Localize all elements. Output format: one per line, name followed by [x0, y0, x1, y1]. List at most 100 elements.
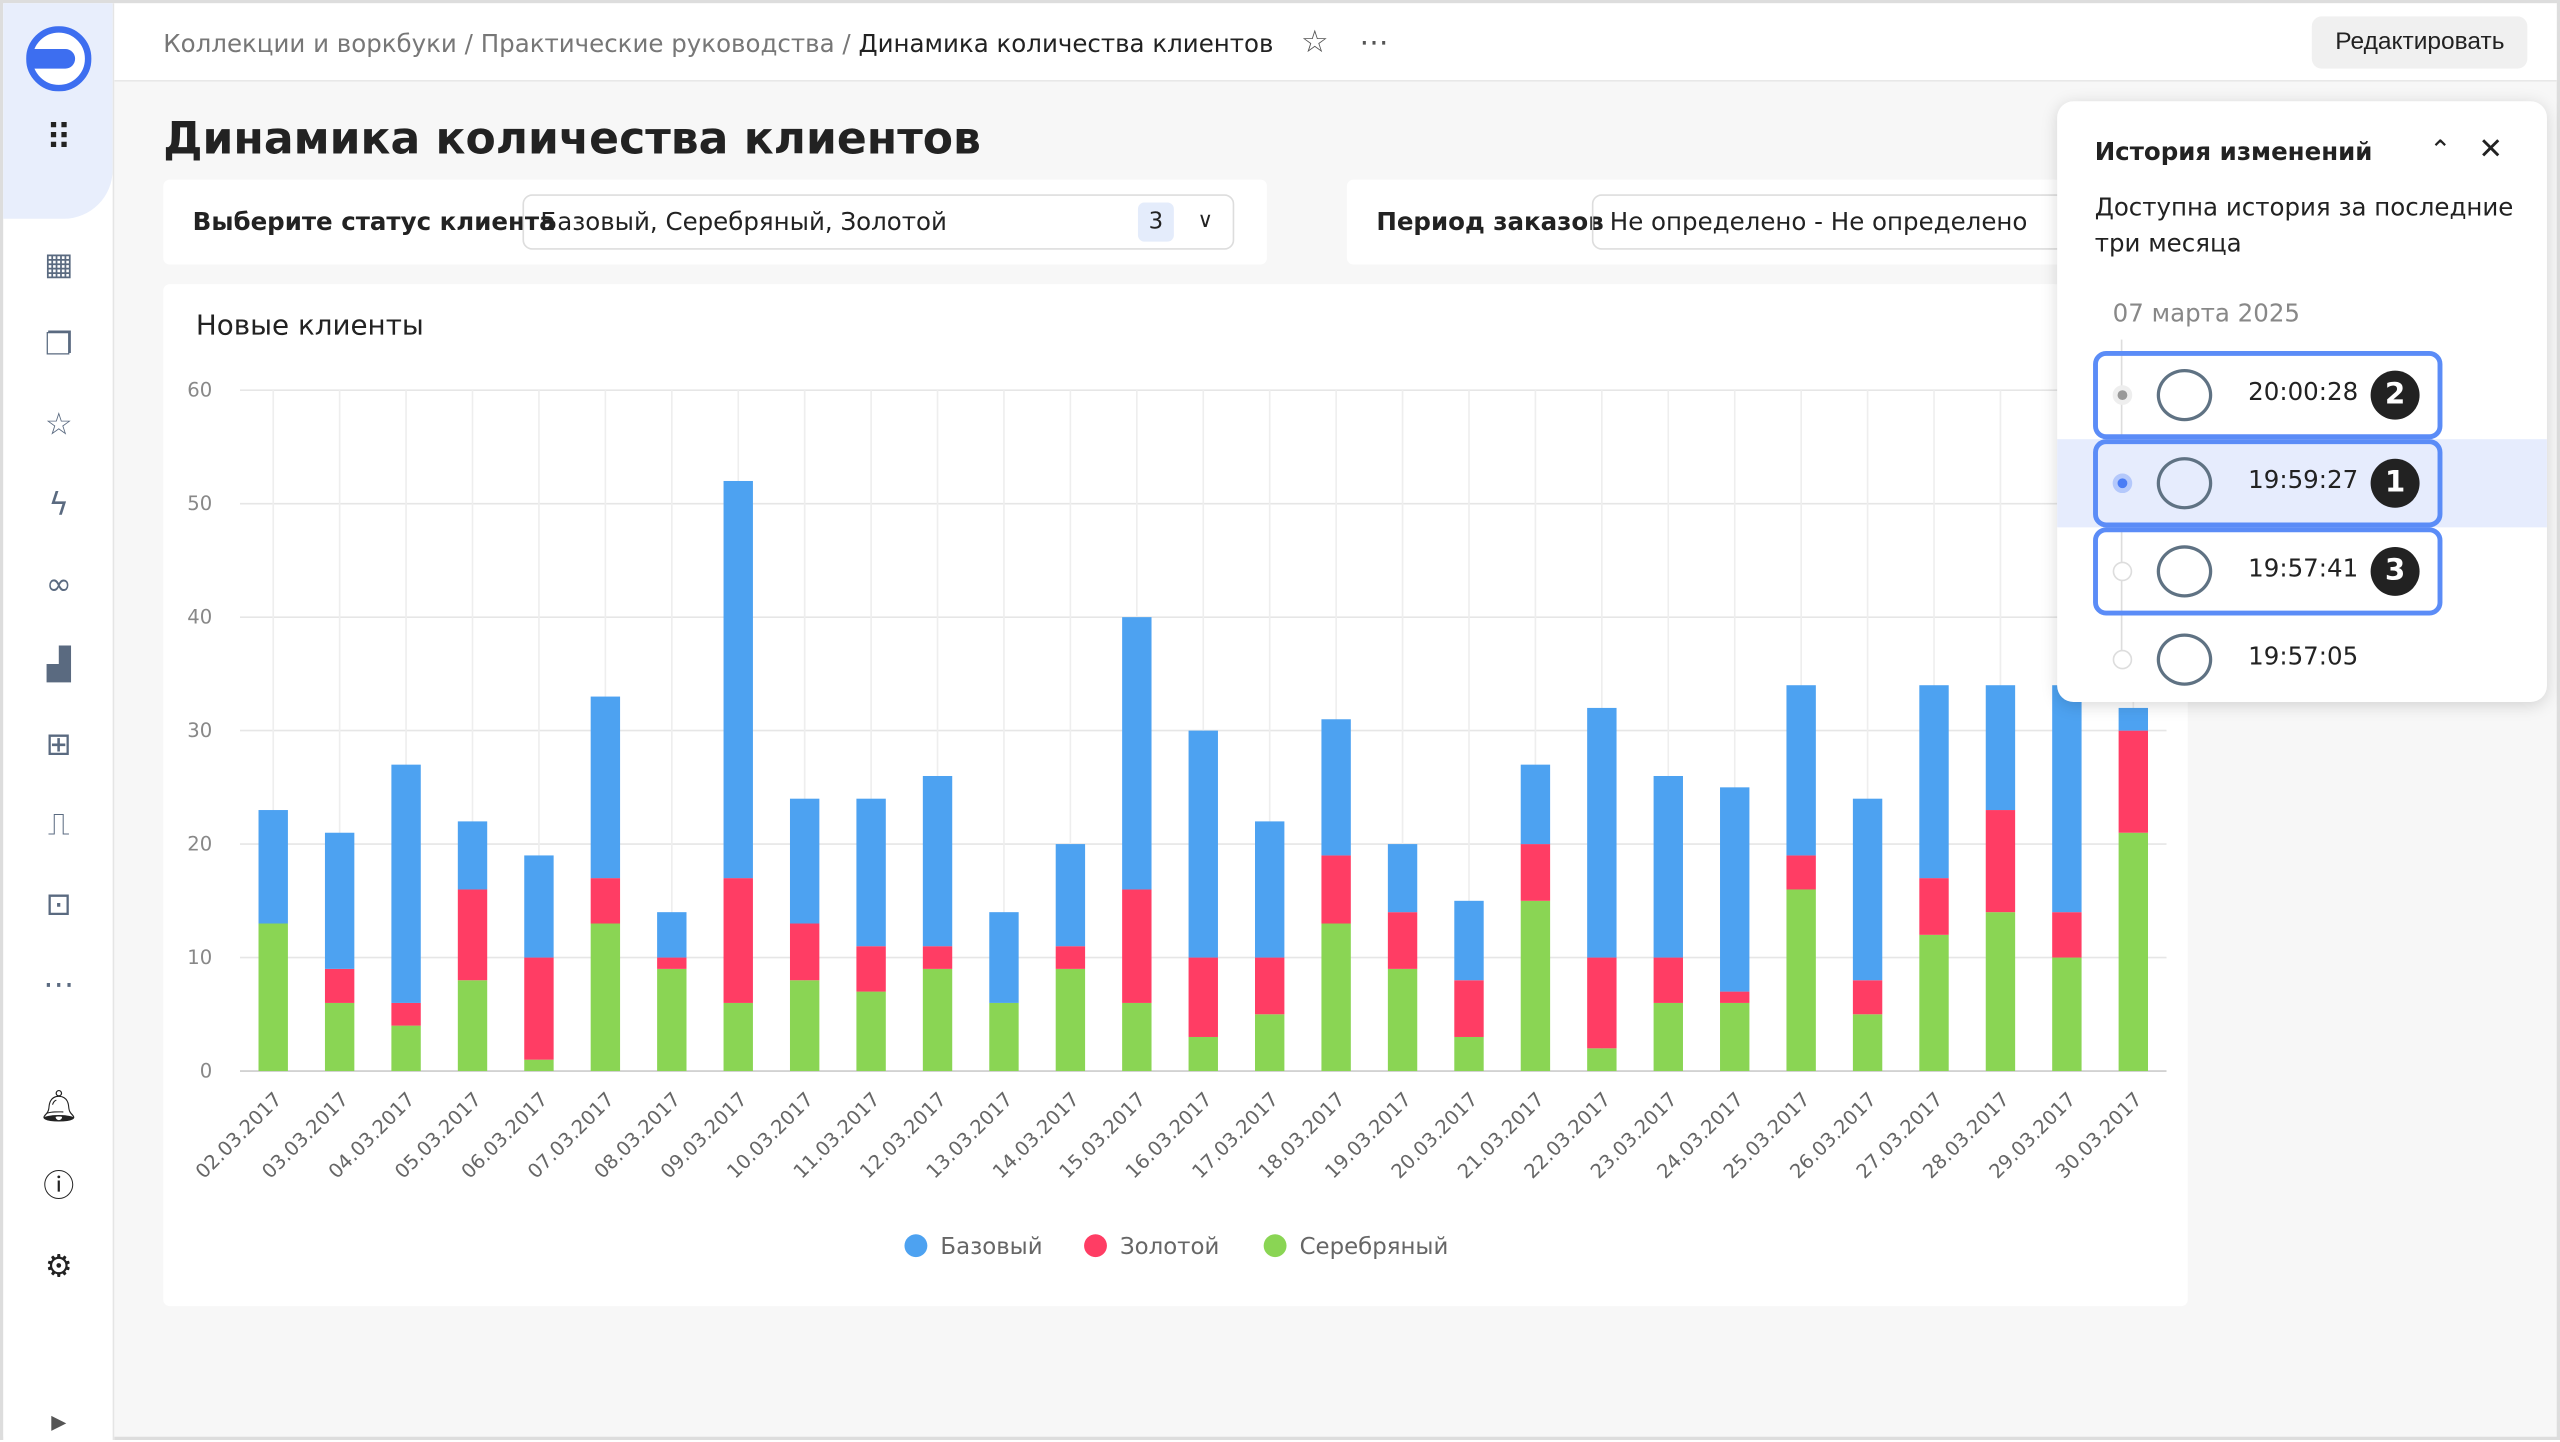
- bar-segment[interactable]: [922, 968, 953, 1072]
- bar-segment[interactable]: [2118, 832, 2149, 1072]
- bar-segment[interactable]: [922, 775, 953, 947]
- bar-segment[interactable]: [1520, 900, 1551, 1072]
- history-item[interactable]: 19:57:41 3: [2057, 527, 2547, 616]
- edit-button[interactable]: Редактировать: [2312, 16, 2528, 69]
- close-icon[interactable]: ✕: [2478, 132, 2504, 167]
- bar-segment[interactable]: [1188, 1036, 1218, 1072]
- bar-segment[interactable]: [2052, 912, 2082, 958]
- bar-segment[interactable]: [391, 1002, 421, 1026]
- bar-segment[interactable]: [1387, 912, 1418, 969]
- bar-segment[interactable]: [1852, 1014, 1883, 1072]
- bar-segment[interactable]: [1122, 617, 1152, 890]
- bar-segment[interactable]: [1454, 980, 1484, 1037]
- status-select[interactable]: Базовый, Серебряный, Золотой 3 ∨: [522, 194, 1235, 250]
- bar-segment[interactable]: [1919, 934, 1949, 1072]
- bar-segment[interactable]: [856, 991, 886, 1072]
- bar-segment[interactable]: [457, 821, 488, 890]
- bar-segment[interactable]: [1387, 968, 1418, 1072]
- history-item[interactable]: 19:57:05: [2057, 616, 2547, 704]
- bar-segment[interactable]: [989, 1002, 1019, 1072]
- history-item[interactable]: 20:00:28 2: [2057, 351, 2547, 440]
- bar-segment[interactable]: [1653, 775, 1683, 958]
- bar-segment[interactable]: [789, 923, 820, 981]
- bar-segment[interactable]: [1055, 844, 1086, 947]
- logo-icon[interactable]: [26, 26, 92, 92]
- bar-segment[interactable]: [590, 878, 621, 924]
- bar-segment[interactable]: [2052, 957, 2082, 1072]
- bar-segment[interactable]: [1387, 844, 1418, 913]
- bar-segment[interactable]: [324, 1002, 355, 1072]
- bar-segment[interactable]: [324, 968, 355, 1003]
- settings-icon[interactable]: ⚙: [44, 1248, 73, 1285]
- legend-item[interactable]: Серебряный: [1263, 1234, 1449, 1260]
- bar-segment[interactable]: [1919, 685, 1949, 879]
- breadcrumb-item[interactable]: Практические руководства: [480, 29, 835, 59]
- bar-segment[interactable]: [856, 798, 886, 947]
- bar-segment[interactable]: [1852, 980, 1883, 1015]
- collections-icon[interactable]: ❐: [44, 326, 73, 363]
- bar-segment[interactable]: [1720, 1002, 1750, 1072]
- legend-item[interactable]: Базовый: [904, 1234, 1043, 1260]
- bar-segment[interactable]: [1587, 707, 1617, 958]
- bar-segment[interactable]: [1587, 1048, 1617, 1072]
- bar-segment[interactable]: [789, 798, 820, 924]
- monitoring-icon[interactable]: ⎍: [47, 806, 70, 843]
- bar-segment[interactable]: [590, 923, 621, 1072]
- bar-segment[interactable]: [2118, 730, 2149, 833]
- bar-segment[interactable]: [723, 1002, 753, 1072]
- bar-segment[interactable]: [922, 946, 953, 969]
- bar-segment[interactable]: [1786, 685, 1816, 856]
- bar-segment[interactable]: [1786, 889, 1816, 1072]
- bar-segment[interactable]: [457, 889, 488, 981]
- bar-segment[interactable]: [1720, 991, 1750, 1003]
- more-icon[interactable]: ⋯: [1359, 26, 1389, 61]
- bar-segment[interactable]: [391, 764, 421, 1003]
- actions-icon[interactable]: ϟ: [48, 486, 70, 523]
- bar-segment[interactable]: [524, 957, 554, 1060]
- bar-segment[interactable]: [789, 980, 820, 1072]
- collapse-icon[interactable]: ⌃: [2429, 133, 2452, 165]
- bar-segment[interactable]: [657, 957, 687, 969]
- legend-item[interactable]: Золотой: [1084, 1234, 1219, 1260]
- notifications-icon[interactable]: 🔔︎: [39, 1088, 79, 1125]
- bar-segment[interactable]: [657, 968, 687, 1072]
- bar-segment[interactable]: [1055, 968, 1086, 1072]
- bar-segment[interactable]: [258, 923, 288, 1072]
- star-icon[interactable]: ☆: [1300, 24, 1329, 61]
- bar-segment[interactable]: [1520, 844, 1551, 901]
- charts-icon[interactable]: ▟: [46, 646, 71, 683]
- help-icon[interactable]: ⓘ: [43, 1168, 75, 1205]
- bar-segment[interactable]: [1321, 719, 1351, 856]
- connections-icon[interactable]: ∞: [45, 566, 72, 603]
- bar-segment[interactable]: [1985, 810, 2016, 913]
- bar-segment[interactable]: [391, 1025, 421, 1072]
- bar-segment[interactable]: [1188, 730, 1218, 958]
- bar-segment[interactable]: [1454, 900, 1484, 981]
- bar-segment[interactable]: [1321, 923, 1351, 1072]
- dashboards-icon[interactable]: ▦: [44, 246, 74, 283]
- bar-segment[interactable]: [1985, 685, 2016, 811]
- bar-segment[interactable]: [1720, 787, 1750, 992]
- expand-icon[interactable]: ▶: [51, 1410, 67, 1434]
- bar-segment[interactable]: [1255, 1014, 1285, 1072]
- period-select[interactable]: Не определено - Не определено: [1591, 194, 2082, 250]
- bar-segment[interactable]: [1919, 878, 1949, 935]
- workbooks-icon[interactable]: ⊡: [45, 886, 72, 923]
- bar-segment[interactable]: [524, 1059, 554, 1072]
- bar-segment[interactable]: [856, 946, 886, 992]
- bar-segment[interactable]: [1188, 957, 1218, 1037]
- bar-segment[interactable]: [1255, 821, 1285, 958]
- bar-segment[interactable]: [524, 855, 554, 958]
- bar-segment[interactable]: [2052, 685, 2082, 913]
- bar-segment[interactable]: [1321, 855, 1351, 924]
- bar-segment[interactable]: [1122, 889, 1152, 1003]
- bar-segment[interactable]: [1852, 798, 1883, 981]
- bar-segment[interactable]: [1255, 957, 1285, 1015]
- bar-segment[interactable]: [657, 912, 687, 958]
- history-item[interactable]: 19:59:27 1: [2057, 439, 2547, 528]
- favorites-icon[interactable]: ☆: [44, 406, 73, 443]
- bar-segment[interactable]: [1587, 957, 1617, 1049]
- bar-segment[interactable]: [989, 912, 1019, 1003]
- bar-segment[interactable]: [723, 480, 753, 879]
- bar-segment[interactable]: [1653, 957, 1683, 1003]
